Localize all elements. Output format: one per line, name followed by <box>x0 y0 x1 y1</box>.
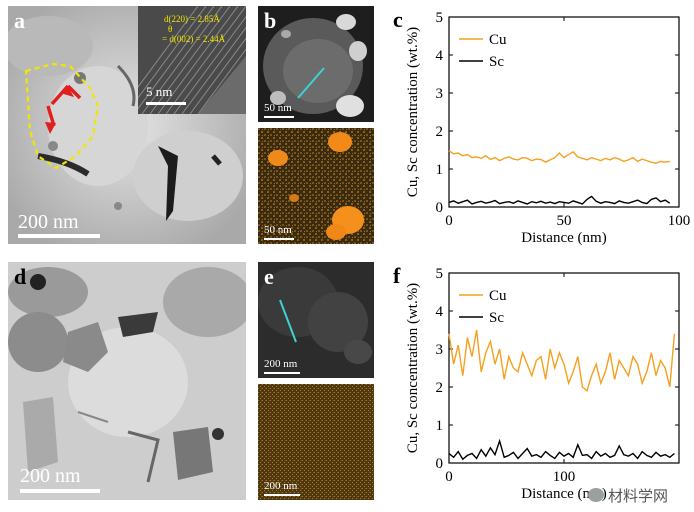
panel-e-scale-bar-top <box>264 372 300 374</box>
y-tick-label: 2 <box>436 380 444 396</box>
y-tick-label: 1 <box>436 162 444 178</box>
panel-a-inset-hrtem: d(220) = 2.85Å θ = d(002) = 2.44Å 5 nm <box>138 6 246 114</box>
x-axis-label: Distance (nm) <box>521 486 606 502</box>
panel-label-d: d <box>14 264 27 289</box>
x-tick-label: 0 <box>445 469 453 485</box>
panel-label-f: f <box>393 263 401 288</box>
inset-d-text-1: d(220) = 2.85Å <box>164 14 220 24</box>
y-tick-label: 0 <box>436 200 444 216</box>
panel-e-scale-bar-text-top: 200 nm <box>264 358 298 370</box>
panel-a-scale-bar-text: 200 nm <box>18 211 79 233</box>
inset-theta: θ <box>168 24 173 34</box>
series-line-cu <box>448 329 676 393</box>
x-axis-label: Distance (nm) <box>521 230 606 246</box>
y-tick-label: 0 <box>436 456 444 472</box>
y-tick-label: 2 <box>436 124 444 140</box>
panel-b-haadf-image: b 50 nm <box>258 6 374 122</box>
panel-e-eds-texture <box>258 384 374 500</box>
inset-d-text-2: = d(002) = 2.44Å <box>162 34 226 44</box>
y-tick-label: 5 <box>436 266 444 282</box>
panel-b-scale-bar-bottom <box>264 238 294 240</box>
panel-d-scale-bar <box>20 489 100 493</box>
panel-d-scale-bar-text: 200 nm <box>20 465 81 487</box>
panel-b-scale-bar-text-bottom: 50 nm <box>264 224 292 236</box>
legend-label-cu: Cu <box>489 288 507 304</box>
legend-label-cu: Cu <box>489 32 507 48</box>
panel-b-scale-bar-text-top: 50 nm <box>264 102 292 114</box>
panel-d-texture <box>8 262 246 500</box>
panel-b-texture <box>258 6 374 122</box>
legend-label-sc: Sc <box>489 54 504 70</box>
y-axis-label: Cu, Sc concentration (wt.%) <box>405 283 421 453</box>
plot-frame <box>448 272 680 464</box>
watermark: 材料学网 <box>588 484 668 506</box>
lattice-fringes <box>138 6 246 114</box>
y-tick-label: 1 <box>436 418 444 434</box>
y-axis-label: Cu, Sc concentration (wt.%) <box>405 27 421 197</box>
inset-scale-bar-text: 5 nm <box>146 84 173 99</box>
inset-scale-bar <box>146 102 186 105</box>
panel-e-scale-bar-text-bottom: 200 nm <box>264 480 298 492</box>
panel-b-eds-texture <box>258 128 374 244</box>
y-tick-label: 3 <box>436 342 444 358</box>
panel-b-scale-bar-top <box>264 116 294 118</box>
y-tick-label: 3 <box>436 86 444 102</box>
x-tick-label: 50 <box>557 213 572 229</box>
y-tick-label: 5 <box>436 10 444 26</box>
watermark-text: 材料学网 <box>608 486 669 505</box>
panel-label-e: e <box>264 264 274 289</box>
panel-label-b: b <box>264 8 277 33</box>
wechat-icon <box>588 488 604 502</box>
panel-a-scale-bar <box>18 234 100 238</box>
plot-frame <box>448 16 680 208</box>
y-tick-label: 4 <box>436 48 444 64</box>
panel-label-a: a <box>14 8 25 33</box>
series-line-sc <box>448 195 671 205</box>
panel-d-tem-image: d 200 nm <box>8 262 246 500</box>
panel-label-c: c <box>393 7 403 32</box>
panel-b-eds-map: 50 nm <box>258 128 374 244</box>
panel-e-haadf-image: e 200 nm <box>258 262 374 378</box>
y-tick-label: 4 <box>436 304 444 320</box>
series-line-sc <box>448 438 675 461</box>
panel-a-tem-image: d(220) = 2.85Å θ = d(002) = 2.44Å 5 nm a… <box>8 6 246 244</box>
panel-e-scale-bar-bottom <box>264 494 300 496</box>
x-tick-label: 100 <box>553 469 576 485</box>
legend-label-sc: Sc <box>489 310 504 326</box>
panel-e-texture <box>258 262 374 378</box>
x-tick-label: 0 <box>445 213 453 229</box>
x-tick-label: 100 <box>668 213 691 229</box>
series-line-cu <box>448 150 670 165</box>
panel-e-eds-map: 200 nm <box>258 384 374 500</box>
